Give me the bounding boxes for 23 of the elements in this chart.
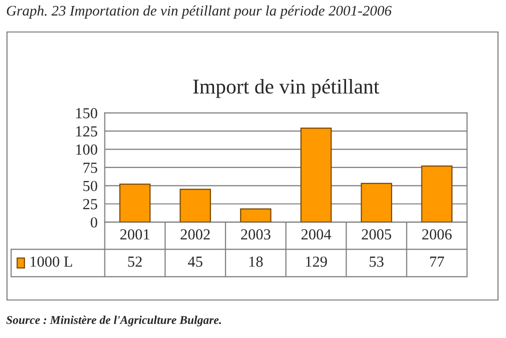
x-tick-label: 2004 — [301, 229, 332, 240]
data-label: 52 — [128, 256, 142, 267]
x-tick-label: 2006 — [422, 229, 452, 240]
y-tick-label: 125 — [76, 126, 98, 137]
x-tick-label: 2005 — [362, 229, 392, 240]
data-label: 18 — [249, 256, 263, 267]
data-label: 77 — [430, 256, 444, 267]
x-tick-label: 2001 — [120, 229, 150, 240]
data-label: 45 — [188, 256, 202, 267]
x-tick-label: 2002 — [180, 229, 210, 240]
x-tick-label: 2003 — [241, 229, 270, 240]
text: Graph. 23 Importation de vin pétillant pour la période 2001-2006 — [6, 5, 392, 19]
data-label: 53 — [370, 256, 384, 267]
y-tick-label: 50 — [83, 180, 98, 192]
data-label: 129 — [306, 256, 327, 267]
y-tick-label: 75 — [84, 162, 98, 173]
y-tick-label: 0 — [90, 217, 98, 228]
y-tick-label: 25 — [83, 199, 98, 210]
y-tick-label: 150 — [76, 108, 98, 118]
chart-title: Import de vin pétillant — [193, 78, 380, 98]
y-tick-label: 100 — [76, 144, 98, 155]
source-note: Source : Ministère de l'Agriculture Bulgare. — [6, 316, 221, 326]
legend-label: 1000 L — [30, 256, 72, 267]
